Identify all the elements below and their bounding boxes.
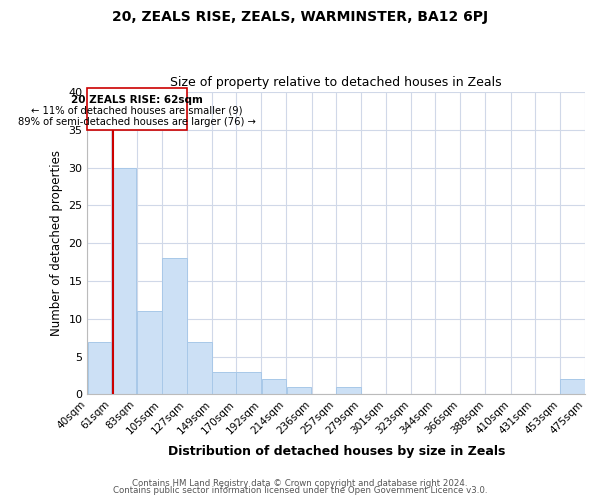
Bar [287, 387, 311, 394]
Bar [88, 88, 187, 130]
Bar [187, 342, 212, 394]
Text: 20 ZEALS RISE: 62sqm: 20 ZEALS RISE: 62sqm [71, 94, 203, 104]
Text: 20, ZEALS RISE, ZEALS, WARMINSTER, BA12 6PJ: 20, ZEALS RISE, ZEALS, WARMINSTER, BA12 … [112, 10, 488, 24]
Bar [212, 372, 236, 394]
Text: Contains HM Land Registry data © Crown copyright and database right 2024.: Contains HM Land Registry data © Crown c… [132, 478, 468, 488]
Bar [112, 168, 136, 394]
Text: ← 11% of detached houses are smaller (9): ← 11% of detached houses are smaller (9) [31, 106, 243, 116]
X-axis label: Distribution of detached houses by size in Zeals: Distribution of detached houses by size … [167, 444, 505, 458]
Y-axis label: Number of detached properties: Number of detached properties [50, 150, 63, 336]
Bar [137, 312, 161, 394]
Bar [236, 372, 261, 394]
Bar [560, 380, 585, 394]
Text: 89% of semi-detached houses are larger (76) →: 89% of semi-detached houses are larger (… [18, 118, 256, 128]
Bar [336, 387, 361, 394]
Bar [262, 380, 286, 394]
Bar [88, 342, 111, 394]
Bar [162, 258, 187, 394]
Title: Size of property relative to detached houses in Zeals: Size of property relative to detached ho… [170, 76, 502, 90]
Text: Contains public sector information licensed under the Open Government Licence v3: Contains public sector information licen… [113, 486, 487, 495]
